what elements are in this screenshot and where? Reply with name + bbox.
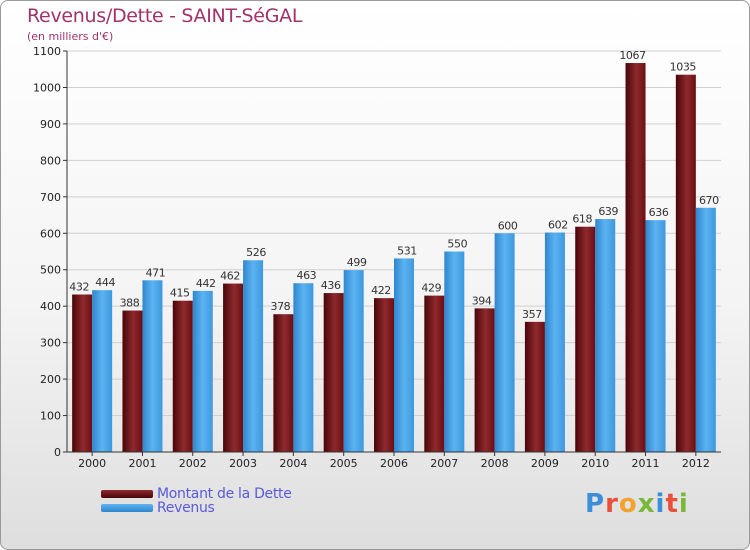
bar-revenus	[494, 233, 515, 452]
chart-title: Revenus/Dette - SAINT-SéGAL	[27, 5, 303, 27]
data-label-dette: 462	[220, 270, 240, 283]
data-label-revenus: 602	[548, 219, 568, 232]
bar-revenus	[243, 260, 264, 452]
bar-revenus	[444, 251, 465, 452]
data-label-dette: 388	[120, 297, 140, 310]
bar-dette	[474, 308, 495, 452]
logo-letter: r	[605, 489, 619, 519]
bar-dette	[524, 321, 545, 452]
bar-revenus	[293, 283, 314, 452]
proxiti-logo: Proxiti	[585, 489, 689, 519]
bar-revenus	[394, 258, 414, 452]
bar-dette	[72, 294, 93, 452]
y-tick-label: 400	[40, 300, 61, 313]
x-tick-label: 2011	[632, 457, 660, 470]
logo-letter: P	[585, 489, 606, 519]
logo-letter: t	[665, 489, 679, 519]
data-label-dette: 394	[472, 294, 492, 307]
data-label-dette: 429	[421, 282, 441, 295]
data-label-revenus: 499	[347, 256, 367, 269]
y-tick-label: 200	[40, 373, 61, 386]
x-tick-label: 2008	[481, 457, 509, 470]
bar-revenus	[343, 270, 364, 452]
legend-label-revenus: Revenus	[157, 500, 215, 516]
legend-item-revenus: Revenus	[101, 500, 292, 516]
data-label-revenus: 550	[447, 238, 467, 251]
legend-swatch-revenus	[101, 504, 153, 512]
x-tick-label: 2001	[128, 457, 156, 470]
legend-label-debt: Montant de la Dette	[157, 486, 292, 502]
bar-dette	[374, 298, 394, 452]
y-tick-label: 700	[40, 191, 61, 204]
data-label-revenus: 636	[649, 206, 669, 219]
data-label-revenus: 639	[598, 205, 618, 218]
x-tick-label: 2002	[179, 457, 207, 470]
x-tick-label: 2006	[380, 457, 408, 470]
bar-revenus	[595, 219, 616, 452]
data-label-revenus: 444	[95, 276, 115, 289]
x-tick-label: 2000	[78, 457, 106, 470]
x-tick-label: 2007	[430, 457, 458, 470]
data-label-dette: 432	[69, 281, 89, 294]
bar-revenus	[92, 290, 113, 452]
bar-dette	[675, 74, 696, 452]
logo-letter: i	[655, 489, 666, 519]
bar-dette	[223, 283, 244, 452]
data-label-revenus: 600	[498, 219, 518, 232]
bar-revenus	[695, 207, 716, 452]
y-tick-label: 1100	[33, 45, 61, 58]
data-label-dette: 422	[371, 284, 391, 297]
y-tick-label: 1000	[33, 81, 61, 94]
bar-dette	[122, 310, 143, 452]
legend-item-debt: Montant de la Dette	[101, 486, 292, 502]
y-tick-label: 900	[40, 118, 61, 131]
data-label-revenus: 531	[397, 244, 417, 257]
y-tick-label: 600	[40, 227, 61, 240]
x-tick-label: 2010	[581, 457, 609, 470]
x-tick-label: 2012	[682, 457, 710, 470]
data-label-dette: 1035	[670, 61, 697, 74]
data-label-revenus: 526	[246, 246, 266, 259]
data-label-revenus: 471	[146, 266, 166, 279]
logo-letter: x	[637, 489, 656, 519]
logo-letter: i	[678, 489, 689, 519]
data-label-revenus: 442	[196, 277, 216, 290]
y-tick-label: 300	[40, 337, 61, 350]
legend-swatch-debt	[101, 490, 153, 498]
bar-dette	[424, 295, 445, 452]
x-tick-label: 2004	[279, 457, 307, 470]
y-tick-label: 800	[40, 154, 61, 167]
legend: Montant de la Dette Revenus	[101, 486, 292, 516]
data-label-dette: 357	[522, 308, 542, 321]
bar-dette	[575, 226, 596, 452]
data-label-dette: 1067	[619, 49, 646, 62]
data-label-revenus: 670	[699, 194, 719, 207]
y-tick-label: 100	[40, 410, 61, 423]
logo-letter: o	[618, 489, 638, 519]
data-label-dette: 436	[321, 279, 341, 292]
bar-revenus	[544, 232, 565, 452]
data-label-dette: 415	[170, 287, 190, 300]
bar-dette	[172, 300, 193, 452]
y-tick-label: 0	[54, 446, 61, 459]
bar-revenus	[142, 280, 163, 452]
bar-revenus	[192, 290, 213, 452]
bar-dette	[625, 63, 646, 452]
data-label-dette: 618	[572, 213, 592, 226]
bar-dette	[323, 293, 344, 452]
y-tick-label: 500	[40, 264, 61, 277]
x-tick-label: 2005	[330, 457, 358, 470]
bar-dette	[273, 314, 294, 452]
bar-revenus	[645, 220, 666, 452]
data-label-dette: 378	[270, 300, 290, 313]
data-label-revenus: 463	[296, 269, 316, 282]
x-tick-label: 2009	[531, 457, 559, 470]
x-tick-label: 2003	[229, 457, 257, 470]
chart-subtitle: (en milliers d'€)	[27, 30, 114, 43]
